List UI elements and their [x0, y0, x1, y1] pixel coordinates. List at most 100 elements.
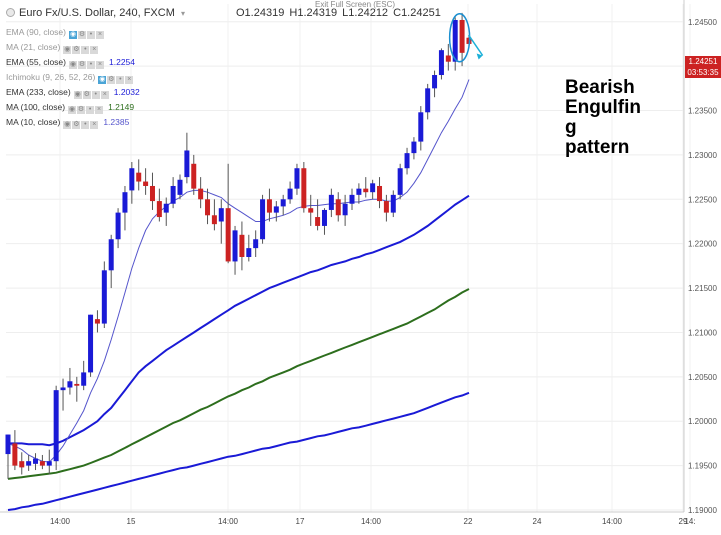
candle-body [383, 201, 389, 213]
close-icon[interactable]: × [95, 106, 104, 114]
countdown-tag: 03:53:35 [685, 67, 721, 78]
close-icon[interactable]: × [90, 46, 99, 54]
symbol-title[interactable]: Euro Fx/U.S. Dollar, 240, FXCM ▾ [6, 7, 185, 19]
candle-body [390, 194, 396, 213]
candle-body [67, 381, 73, 388]
price-tick-label: 1.22000 [688, 240, 717, 249]
candle-body [225, 208, 231, 262]
settings-icon[interactable]: ⚙ [78, 31, 86, 39]
eye-icon[interactable]: ◉ [98, 76, 107, 84]
eye-icon[interactable]: ◉ [68, 106, 77, 114]
candle-body [232, 230, 238, 262]
candle-body [129, 168, 135, 191]
close-icon[interactable]: × [96, 61, 104, 69]
settings-icon[interactable]: ⚙ [77, 106, 86, 114]
candle-body [438, 50, 444, 76]
exit-fullscreen-link[interactable]: Exit Full Screen (ESC) [315, 0, 396, 9]
settings-icon[interactable]: ⚙ [78, 61, 86, 69]
candles[interactable] [5, 12, 472, 479]
indicator-label: EMA (233, close) [6, 87, 71, 97]
time-tick-label: 17 [296, 517, 305, 526]
candle-body [211, 215, 217, 225]
chevron-down-icon[interactable]: ▾ [180, 9, 185, 18]
ohlc-low: L1.24212 [342, 7, 389, 19]
indicator-buttons: ◉ ⚙ • × [69, 28, 105, 39]
candle-body [149, 185, 155, 202]
price-tick-label: 1.19000 [688, 506, 717, 515]
indicator-row[interactable]: EMA (55, close) ◉ ⚙ • × 1.2254 [6, 57, 135, 70]
indicator-row[interactable]: MA (100, close) ◉ ⚙ • × 1.2149 [6, 102, 134, 115]
candle-body [184, 150, 190, 178]
close-icon[interactable]: × [125, 76, 134, 84]
candle-body [33, 458, 39, 464]
candle-body [418, 112, 424, 142]
more-icon[interactable]: • [86, 106, 95, 114]
ohlc-open: O1.24319 [236, 7, 285, 19]
time-tick-label: 14:00 [218, 517, 239, 526]
candle-body [46, 461, 52, 466]
indicator-buttons: ◉ ⚙ • × [63, 118, 99, 129]
price-tick-label: 1.19500 [688, 462, 717, 471]
settings-icon[interactable]: ⚙ [82, 91, 91, 99]
eye-icon[interactable]: ◉ [73, 91, 82, 99]
indicator-buttons: ◉ ⚙ • × [68, 103, 104, 114]
more-icon[interactable]: • [87, 61, 95, 69]
candle-body [452, 19, 458, 62]
price-tick-label: 1.22500 [688, 195, 717, 204]
candle-body [12, 443, 18, 466]
indicator-label: MA (100, close) [6, 102, 66, 112]
candle-body [156, 201, 162, 218]
more-icon[interactable]: • [81, 121, 90, 129]
candle-body [273, 206, 279, 213]
symbol-status-icon [6, 8, 15, 17]
indicator-label: Ichimoku (9, 26, 52, 26) [6, 72, 96, 82]
eye-icon[interactable]: ◉ [63, 121, 72, 129]
indicator-buttons: ◉ ⚙ • × [98, 73, 134, 84]
indicator-row[interactable]: MA (10, close) ◉ ⚙ • × 1.2385 [6, 117, 129, 130]
more-icon[interactable]: • [116, 76, 125, 84]
indicator-row[interactable]: EMA (233, close) ◉ ⚙ • × 1.2032 [6, 87, 140, 100]
eye-icon[interactable]: ◉ [69, 61, 77, 69]
candle-body [328, 194, 334, 210]
annotation-text: Bearish Engulfin g pattern [565, 77, 641, 158]
candle-body [377, 185, 383, 202]
settings-icon[interactable]: ⚙ [107, 76, 116, 84]
indicator-row[interactable]: Ichimoku (9, 26, 52, 26) ◉ ⚙ • × [6, 72, 134, 85]
candle-body [81, 372, 87, 386]
indicator-value: 1.2032 [113, 87, 140, 97]
candle-body [239, 234, 245, 257]
time-tick-label: 29 [679, 517, 688, 526]
ema233-line [7, 391, 470, 511]
indicator-label: MA (21, close) [6, 42, 61, 52]
ema55-line [8, 194, 470, 447]
close-icon[interactable]: × [96, 31, 104, 39]
candle-body [370, 183, 376, 193]
candle-body [315, 217, 321, 226]
eye-icon[interactable]: ◉ [63, 46, 72, 54]
eye-icon[interactable]: ◉ [69, 31, 77, 39]
more-icon[interactable]: • [91, 91, 100, 99]
time-tick-label: 14: [684, 517, 695, 526]
candle-body [191, 163, 197, 189]
candle-body [356, 188, 362, 195]
more-icon[interactable]: • [87, 31, 95, 39]
ma100-line [7, 288, 470, 480]
candle-body [94, 319, 100, 324]
candle-body [404, 153, 410, 169]
indicator-value: 1.2254 [109, 57, 135, 67]
indicator-row[interactable]: MA (21, close) ◉ ⚙ • × [6, 42, 99, 55]
indicator-row[interactable]: EMA (90, close) ◉ ⚙ • × [6, 27, 105, 40]
indicator-label: EMA (55, close) [6, 57, 66, 67]
ohlc-close: C1.24251 [393, 7, 441, 19]
last-price-tag: 1.24251 [685, 56, 721, 67]
more-icon[interactable]: • [81, 46, 90, 54]
candle-body [308, 208, 314, 213]
ohlc-high: H1.24319 [289, 7, 338, 19]
close-icon[interactable]: × [100, 91, 109, 99]
grid [6, 4, 691, 512]
settings-icon[interactable]: ⚙ [72, 46, 81, 54]
close-icon[interactable]: × [90, 121, 99, 129]
settings-icon[interactable]: ⚙ [72, 121, 81, 129]
